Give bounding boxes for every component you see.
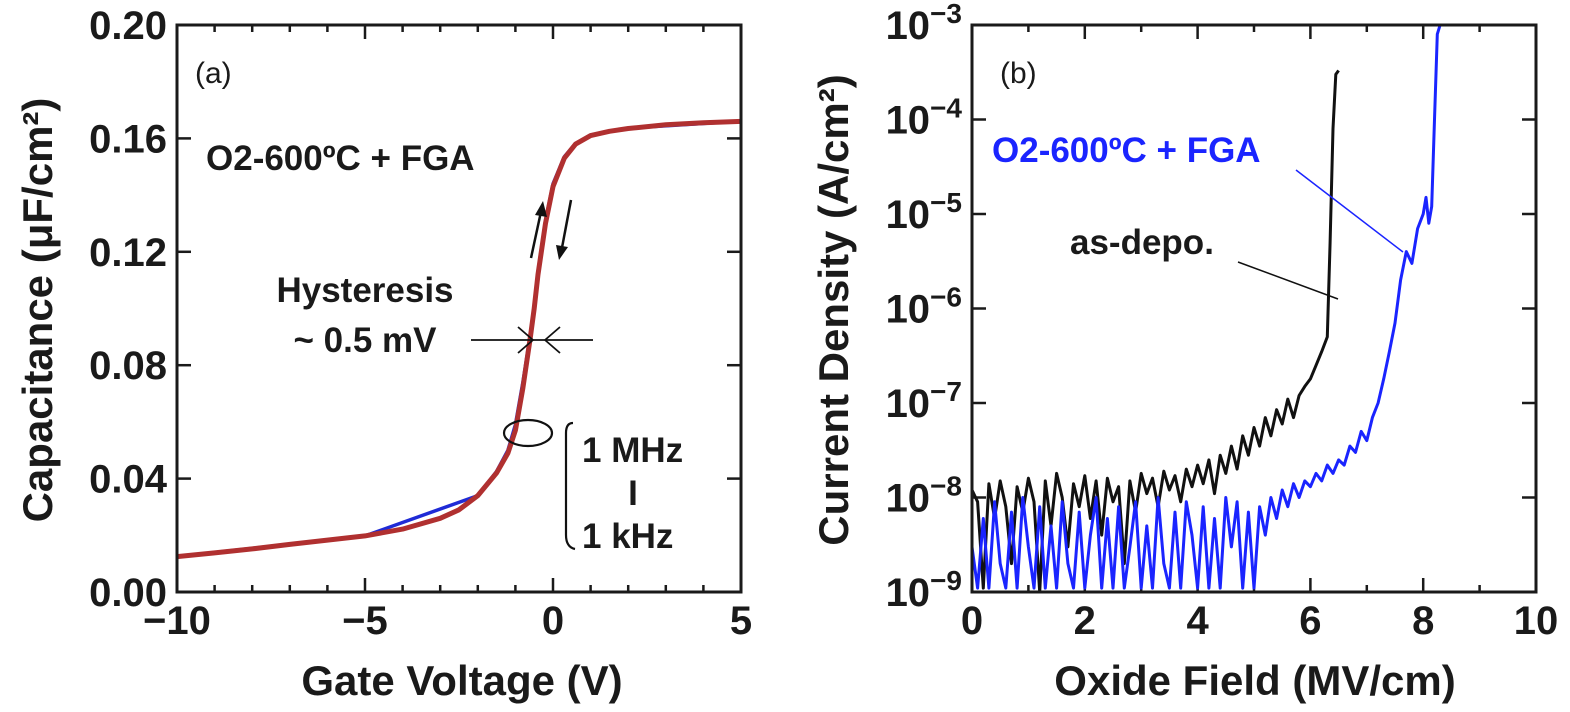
frequency-separator: I (628, 474, 638, 513)
y-tick-label: 10−5 (886, 187, 962, 237)
x-tick-label: 4 (1186, 599, 1209, 643)
y-tick-label: 0.20 (89, 4, 167, 48)
hysteresis-marker (471, 326, 593, 354)
series-line-0 (176, 118, 742, 560)
x-tick-label: 10 (1514, 599, 1559, 643)
panel-a-y-axis-title: Capacitance (μF/cm²) (14, 98, 61, 523)
hysteresis-title: Hysteresis (276, 271, 453, 310)
panel-a-capacitance-chart: Capacitance (μF/cm²) Gate Voltage (V) 0.… (14, 4, 752, 704)
frequency-high-label: 1 MHz (582, 431, 683, 470)
x-tick-label: 6 (1299, 599, 1321, 643)
panel-a-series (176, 118, 742, 560)
panel-b-x-axis-title: Oxide Field (MV/cm) (1054, 657, 1455, 704)
x-tick-label: 2 (1074, 599, 1096, 643)
panel-a-x-axis-title: Gate Voltage (V) (301, 657, 622, 704)
panel-b-series (970, 24, 1442, 594)
sweep-up-arrowhead (535, 201, 547, 217)
panel-a-y-ticks: 0.00 0.04 0.08 0.12 0.16 0.20 (89, 4, 741, 615)
y-tick-label: 10−3 (886, 0, 962, 48)
frequency-low-label: 1 kHz (582, 517, 673, 556)
sweep-down-arrow (559, 199, 573, 254)
y-tick-label: 0.12 (89, 231, 167, 275)
x-tick-label: −5 (342, 599, 388, 643)
panel-a-plot-frame (175, 23, 743, 594)
panel-b-y-ticks: 10−9 10−8 10−7 10−6 10−5 10−4 10−3 (886, 0, 1536, 615)
y-tick-label: 10−6 (886, 282, 962, 332)
y-tick-label: 10−9 (886, 565, 962, 615)
y-tick-label: 10−4 (886, 93, 963, 143)
panel-b-current-density-chart: Current Density (A/cm²) Oxide Field (MV/… (810, 0, 1558, 704)
series-line-0 (970, 69, 1340, 594)
series-line-1 (176, 119, 742, 559)
x-tick-label: −10 (143, 599, 211, 643)
series-label-as-depo: as-depo. (1070, 223, 1214, 262)
y-tick-label: 10−8 (886, 471, 962, 521)
sweep-down-arrowhead (556, 245, 568, 260)
panel-b-plot-frame (970, 23, 1538, 594)
series-leader-o2-600c-fga (1295, 169, 1404, 253)
panel-a-x-ticks: −10 −5 0 5 (143, 25, 752, 643)
frequency-bracket (564, 421, 576, 551)
series-line-1 (970, 24, 1442, 590)
y-tick-label: 0.04 (89, 458, 168, 502)
y-tick-label: 0.00 (89, 571, 167, 615)
series-leader-as-depo (1237, 261, 1339, 300)
panel-a-condition-label: O2-600ºC + FGA (206, 139, 475, 178)
y-tick-label: 0.08 (89, 344, 167, 388)
x-tick-label: 0 (542, 599, 564, 643)
series-label-o2-600c-fga: O2-600ºC + FGA (992, 131, 1261, 170)
hysteresis-value: ~ 0.5 mV (293, 321, 437, 360)
x-tick-label: 8 (1412, 599, 1434, 643)
panel-a-label: (a) (195, 57, 232, 90)
frequency-group-marker (502, 418, 554, 448)
panel-b-label: (b) (1000, 57, 1037, 90)
y-tick-label: 10−7 (886, 376, 962, 426)
panel-b-y-axis-title: Current Density (A/cm²) (810, 74, 857, 545)
panel-b-x-ticks: 0 2 4 6 8 10 (961, 25, 1558, 643)
x-tick-label: 5 (730, 599, 752, 643)
y-tick-label: 0.16 (89, 117, 167, 161)
x-tick-label: 0 (961, 599, 983, 643)
